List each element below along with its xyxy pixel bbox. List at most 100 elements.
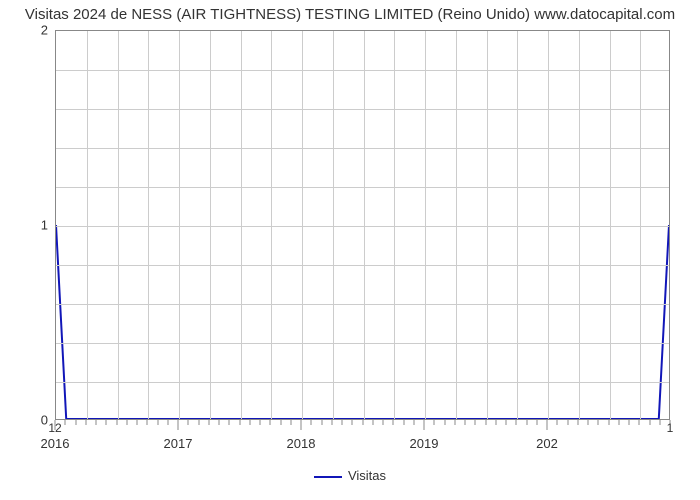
x-tick-minor <box>639 420 640 425</box>
x-tick-minor <box>526 420 527 425</box>
x-tick-minor <box>331 420 332 425</box>
x-tick-minor <box>454 420 455 425</box>
x-tick-minor <box>188 420 189 425</box>
x-tick-minor <box>495 420 496 425</box>
gridline-vertical <box>210 31 211 419</box>
x-tick-minor <box>290 420 291 425</box>
gridline-vertical <box>333 31 334 419</box>
x-tick-minor <box>280 420 281 425</box>
legend-swatch <box>314 476 342 478</box>
x-tick-minor <box>229 420 230 425</box>
gridline-vertical <box>548 31 549 419</box>
x-tick-minor <box>649 420 650 425</box>
x-tick-minor <box>167 420 168 425</box>
gridline-horizontal <box>56 70 669 71</box>
x-tick-minor <box>577 420 578 425</box>
gridline-vertical <box>364 31 365 419</box>
gridline-vertical <box>517 31 518 419</box>
gridline-vertical <box>241 31 242 419</box>
x-tick-minor <box>506 420 507 425</box>
y-tick-label: 2 <box>8 23 48 38</box>
legend-label: Visitas <box>348 468 386 483</box>
chart-container: { "chart": { "type": "line", "title": "V… <box>0 0 700 500</box>
x-tick-minor <box>629 420 630 425</box>
x-tick-minor <box>116 420 117 425</box>
plot-area <box>55 30 670 420</box>
legend: Visitas <box>0 468 700 483</box>
x-tick-minor <box>536 420 537 425</box>
x-tick-minor <box>198 420 199 425</box>
x-tick-major <box>424 420 425 430</box>
x-major-label: 2017 <box>164 436 193 451</box>
gridline-vertical <box>179 31 180 419</box>
gridline-vertical <box>456 31 457 419</box>
x-tick-major <box>547 420 548 430</box>
x-tick-minor <box>208 420 209 425</box>
x-tick-minor <box>147 420 148 425</box>
gridline-vertical <box>640 31 641 419</box>
gridline-vertical <box>148 31 149 419</box>
x-tick-minor <box>85 420 86 425</box>
gridline-horizontal <box>56 304 669 305</box>
x-tick-minor <box>557 420 558 425</box>
x-tick-minor <box>65 420 66 425</box>
x-major-label: 2016 <box>41 436 70 451</box>
gridline-vertical <box>271 31 272 419</box>
gridline-vertical <box>610 31 611 419</box>
x-tick-major <box>178 420 179 430</box>
gridline-vertical <box>487 31 488 419</box>
x-tick-minor <box>485 420 486 425</box>
x-tick-minor <box>260 420 261 425</box>
x-tick-minor <box>618 420 619 425</box>
x-tick-minor <box>372 420 373 425</box>
x-tick-minor <box>444 420 445 425</box>
gridline-horizontal <box>56 109 669 110</box>
x-tick-minor <box>567 420 568 425</box>
x-tick-minor <box>362 420 363 425</box>
x-tick-minor <box>393 420 394 425</box>
gridline-horizontal <box>56 187 669 188</box>
x-tick-minor <box>516 420 517 425</box>
x-tick-minor <box>219 420 220 425</box>
x-tick-minor <box>311 420 312 425</box>
gridline-vertical <box>579 31 580 419</box>
x-tick-minor <box>342 420 343 425</box>
x-tick-minor <box>157 420 158 425</box>
gridline-vertical <box>425 31 426 419</box>
x-tick-minor <box>413 420 414 425</box>
x-major-label: 2018 <box>287 436 316 451</box>
gridline-horizontal <box>56 265 669 266</box>
x-tick-minor <box>383 420 384 425</box>
x-major-label: 2019 <box>410 436 439 451</box>
x-tick-minor <box>270 420 271 425</box>
gridline-horizontal <box>56 148 669 149</box>
y-tick-label: 0 <box>8 413 48 428</box>
x-tick-minor <box>96 420 97 425</box>
x-tick-minor <box>588 420 589 425</box>
x-tick-minor <box>403 420 404 425</box>
chart-title: Visitas 2024 de NESS (AIR TIGHTNESS) TES… <box>0 6 700 23</box>
x-tick-minor <box>321 420 322 425</box>
gridline-horizontal <box>56 343 669 344</box>
x-tick-minor <box>465 420 466 425</box>
gridline-horizontal <box>56 382 669 383</box>
x-tick-minor <box>598 420 599 425</box>
x-tick-minor <box>659 420 660 425</box>
x-minor-label: 1 <box>667 421 674 435</box>
gridline-horizontal <box>56 226 669 227</box>
gridline-vertical <box>394 31 395 419</box>
x-tick-minor <box>249 420 250 425</box>
x-tick-major <box>301 420 302 430</box>
x-tick-minor <box>106 420 107 425</box>
x-tick-minor <box>608 420 609 425</box>
x-tick-minor <box>137 420 138 425</box>
gridline-vertical <box>302 31 303 419</box>
x-tick-minor <box>126 420 127 425</box>
gridline-vertical <box>118 31 119 419</box>
gridline-vertical <box>87 31 88 419</box>
y-tick-label: 1 <box>8 218 48 233</box>
x-minor-label: 12 <box>48 421 61 435</box>
x-tick-minor <box>434 420 435 425</box>
x-major-label: 202 <box>536 436 558 451</box>
x-tick-minor <box>352 420 353 425</box>
